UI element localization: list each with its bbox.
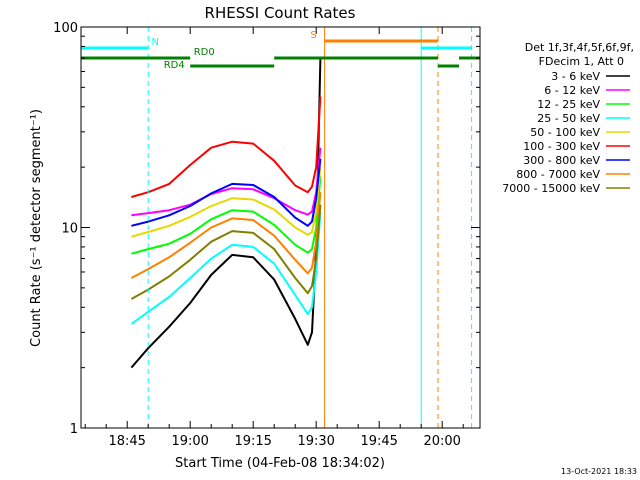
y-tick-label-1: 1	[70, 422, 78, 437]
axis-ticks: 18:45 19:00 19:15 19:30 19:45 20:00 1 10 100	[53, 21, 480, 449]
legend-label-7000-15000-kev: 7000 - 15000 keV	[502, 182, 600, 195]
legend-label-6-12-kev: 6 - 12 keV	[544, 84, 600, 97]
annotation-label-rd4: RD4	[164, 60, 185, 71]
legend-label-25-50-kev: 25 - 50 keV	[537, 112, 600, 125]
x-tick-label-19-15: 19:15	[234, 434, 271, 449]
footer-timestamp: 13-Oct-2021 18:33	[561, 467, 637, 476]
series-line-800-7000-kev	[130, 192, 322, 279]
series-line-12-25-kev	[131, 176, 322, 255]
legend-label-300-800-kev: 300 - 800 keV	[523, 154, 600, 167]
x-tick-label-18-45: 18:45	[108, 434, 145, 449]
legend-label-50-100-kev: 50 - 100 keV	[530, 126, 600, 139]
legend-label-12-25-kev: 12 - 25 keV	[537, 98, 600, 111]
x-tick-label-19-00: 19:00	[171, 434, 208, 449]
series-layer	[130, 58, 322, 369]
legend-label-3-6-kev: 3 - 6 keV	[551, 70, 600, 83]
x-axis-label: Start Time (04-Feb-08 18:34:02)	[175, 456, 385, 471]
legend: Det 1f,3f,4f,5f,6f,9f,FDecim 1, Att 0 3 -…	[502, 41, 634, 195]
chart-title: RHESSI Count Rates	[205, 4, 356, 22]
x-tick-label-20-00: 20:00	[423, 434, 460, 449]
legend-header-line-1: Det 1f,3f,4f,5f,6f,9f,	[525, 41, 634, 54]
x-tick-label-19-30: 19:30	[297, 434, 334, 449]
y-tick-label-10: 10	[61, 222, 78, 237]
annotation-label-n: N	[151, 37, 158, 48]
series-line-50-100-kev	[131, 167, 322, 238]
y-axis-label: Count Rate (s⁻¹ detector segment⁻¹)	[29, 109, 44, 347]
y-tick-label-100: 100	[53, 21, 78, 36]
x-tick-label-19-45: 19:45	[360, 434, 397, 449]
legend-label-100-300-kev: 100 - 300 keV	[523, 140, 600, 153]
series-line-25-50-kev	[130, 211, 322, 325]
annotation-label-rd0: RD0	[194, 47, 215, 58]
legend-label-800-7000-kev: 800 - 7000 keV	[516, 168, 600, 181]
legend-header-line-2: FDecim 1, Att 0	[539, 55, 624, 68]
series-line-100-300-kev	[131, 96, 322, 198]
series-line-3-6-kev	[130, 58, 322, 369]
series-line-7000-15000-kev	[130, 204, 322, 300]
annotation-label-s: S	[310, 30, 316, 41]
series-line-300-800-kev	[131, 158, 322, 227]
series-line-6-12-kev	[131, 147, 322, 217]
